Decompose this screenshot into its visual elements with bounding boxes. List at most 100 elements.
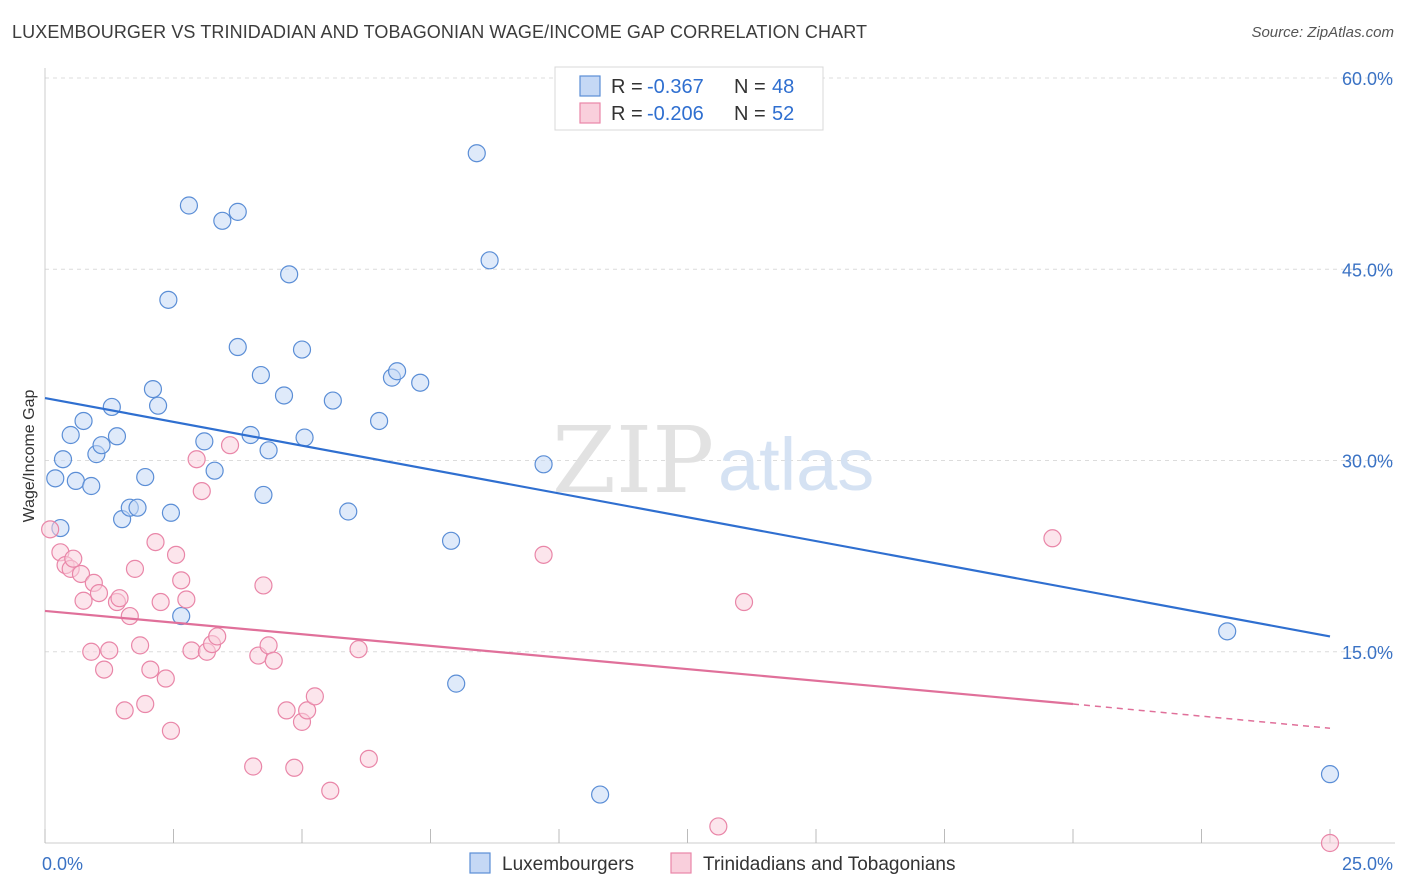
luxembourgers-point-13 <box>128 498 147 517</box>
trinidadians-point-29 <box>192 482 211 501</box>
luxembourgers-point-20 <box>179 196 199 215</box>
luxembourgers-point-15 <box>143 380 163 399</box>
luxembourgers-point-2 <box>53 450 73 469</box>
luxembourgers-point-4 <box>66 471 85 490</box>
legend-swatch-luxembourgers <box>579 75 601 97</box>
x-tick-label-1: 25.0% <box>1342 854 1393 874</box>
trinidadians-point-33 <box>220 436 240 455</box>
series-legend-label-luxembourgers: Luxembourgers <box>502 854 634 875</box>
luxembourgers-point-9 <box>102 397 121 417</box>
trinidadians-point-23 <box>161 721 181 740</box>
y-tick-label-2: 45.0% <box>1342 260 1393 280</box>
y-axis-label: Wage/Income Gap <box>21 390 38 523</box>
series-legend-swatch-trinidadians <box>670 852 692 874</box>
trinidadians-point-11 <box>100 641 119 660</box>
luxembourgers-point-47 <box>1320 765 1340 784</box>
trinidadians-point-10 <box>95 660 114 679</box>
series-trinidadians-points <box>41 436 1340 853</box>
legend-r-label-2: R = <box>611 103 643 125</box>
luxembourgers-point-30 <box>274 386 294 405</box>
trinidadians-point-16 <box>125 559 145 578</box>
luxembourgers-point-23 <box>213 211 232 230</box>
luxembourgers-point-43 <box>480 251 499 270</box>
series-legend-label-trinidadians: Trinidadians and Tobagonians <box>703 854 955 875</box>
y-tick-label-0: 15.0% <box>1342 643 1393 663</box>
trinidadians-point-26 <box>177 590 196 609</box>
trinidadians-point-34 <box>244 757 263 776</box>
y-tick-label-3: 60.0% <box>1342 69 1393 89</box>
trinidadians-point-38 <box>264 651 283 670</box>
trinidadians-point-5 <box>71 564 91 584</box>
luxembourgers-point-40 <box>441 531 461 550</box>
luxembourgers-point-6 <box>82 476 101 496</box>
luxembourgers-point-35 <box>339 502 358 521</box>
trinidadians-point-15 <box>120 606 139 626</box>
trinidadians-point-28 <box>187 450 206 469</box>
correlation-legend: R = -0.367 N = 48 R = -0.206 N = 52 <box>554 66 824 131</box>
trinidadians-point-32 <box>208 627 227 646</box>
tick-labels: 15.0% 30.0% 45.0% 60.0% 0.0% 25.0% <box>42 69 1393 874</box>
trend-line-trinidadians-extension <box>1072 703 1331 729</box>
trinidadians-point-14 <box>115 701 134 720</box>
luxembourgers-point-0 <box>46 469 65 488</box>
trinidadians-point-21 <box>151 592 170 612</box>
chart-title: LUXEMBOURGER VS TRINIDADIAN AND TOBAGONI… <box>12 22 868 42</box>
legend-r-value-2: -0.206 <box>647 103 704 125</box>
luxembourgers-point-18 <box>161 503 181 522</box>
watermark: ZIP atlas <box>552 407 874 514</box>
luxembourgers-point-34 <box>323 391 342 410</box>
watermark-zip: ZIP <box>552 407 714 514</box>
trinidadians-point-42 <box>298 701 317 720</box>
luxembourgers-point-33 <box>295 428 314 447</box>
luxembourgers-point-10 <box>107 427 127 446</box>
luxembourgers-point-29 <box>259 441 278 460</box>
legend-n-label-2: N = <box>734 103 766 125</box>
trinidadians-point-27 <box>182 641 201 660</box>
trinidadians-point-19 <box>141 660 160 679</box>
trinidadians-point-9 <box>89 583 109 603</box>
trinidadians-point-0 <box>41 520 60 539</box>
grid-lines <box>45 77 1395 653</box>
legend-r-value-1: -0.367 <box>647 76 704 98</box>
source-credit: Source: ZipAtlas.com <box>1251 24 1394 41</box>
trinidadians-point-45 <box>349 640 368 659</box>
legend-r-label-1: R = <box>611 76 643 98</box>
luxembourgers-point-39 <box>411 373 430 392</box>
trinidadians-point-40 <box>285 758 304 777</box>
luxembourgers-point-41 <box>447 674 466 693</box>
luxembourgers-point-8 <box>92 436 111 455</box>
trinidadians-point-6 <box>74 591 93 610</box>
legend-swatch-trinidadians <box>579 102 601 124</box>
trinidadians-point-46 <box>359 749 378 768</box>
luxembourgers-point-3 <box>61 425 80 445</box>
trinidadians-point-24 <box>166 545 186 564</box>
y-tick-label-1: 30.0% <box>1342 452 1393 472</box>
trinidadians-point-44 <box>321 781 340 800</box>
trinidadians-point-51 <box>1320 833 1340 853</box>
luxembourgers-point-45 <box>591 785 610 804</box>
legend-n-value-2: 52 <box>772 103 794 125</box>
luxembourgers-point-28 <box>254 485 273 505</box>
luxembourgers-point-24 <box>228 202 247 221</box>
trinidadians-point-4 <box>64 549 83 568</box>
trend-lines <box>44 396 1331 729</box>
trinidadians-point-39 <box>277 701 296 720</box>
luxembourgers-point-17 <box>159 290 178 309</box>
luxembourgers-point-42 <box>467 144 486 163</box>
trinidadians-point-50 <box>1043 529 1062 548</box>
luxembourgers-point-27 <box>251 365 270 385</box>
legend-n-label-1: N = <box>734 76 766 98</box>
trinidadians-point-25 <box>172 571 191 590</box>
trinidadians-point-37 <box>259 636 278 655</box>
luxembourgers-point-31 <box>280 265 299 284</box>
luxembourgers-point-32 <box>292 340 312 359</box>
trinidadians-point-48 <box>709 817 728 836</box>
trinidadians-point-22 <box>156 669 175 688</box>
series-legend-swatch-luxembourgers <box>469 852 491 874</box>
luxembourgers-point-46 <box>1218 622 1237 641</box>
luxembourgers-point-36 <box>370 411 389 431</box>
luxembourgers-point-16 <box>148 396 168 415</box>
trinidadians-point-7 <box>82 642 101 661</box>
luxembourgers-point-38 <box>387 362 407 381</box>
